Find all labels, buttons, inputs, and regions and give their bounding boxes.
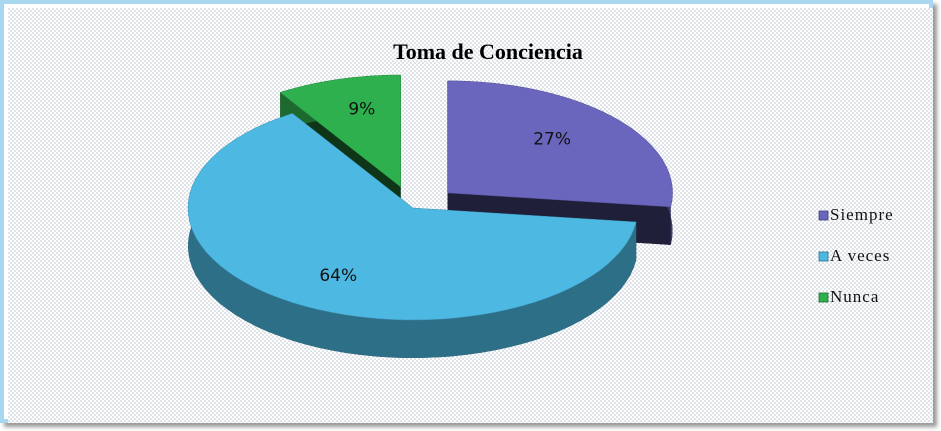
chart-frame: Toma de Conciencia 27% 64% 9% Siempre A vece… [0, 0, 933, 423]
legend-swatch [818, 292, 829, 303]
chart-title: Toma de Conciencia [393, 39, 583, 64]
chart: Toma de Conciencia 27% 64% 9% Siempre A vece… [8, 8, 933, 423]
legend-label: A veces [830, 246, 890, 265]
pie-slice [279, 74, 401, 188]
legend-swatch [818, 251, 829, 262]
legend-label: Siempre [830, 205, 894, 224]
legend-label: Nunca [830, 287, 879, 306]
data-label: 27% [533, 130, 571, 150]
pie-slice [447, 80, 673, 208]
data-label: 64% [319, 266, 357, 286]
data-label: 9% [348, 100, 375, 120]
pie-slice [187, 113, 637, 321]
legend-swatch [818, 210, 829, 221]
